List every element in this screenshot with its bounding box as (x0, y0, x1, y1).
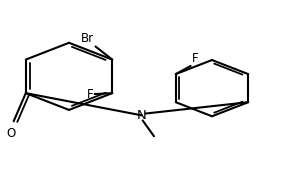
Text: F: F (192, 52, 199, 65)
Text: Br: Br (81, 32, 94, 45)
Text: F: F (87, 88, 93, 101)
Text: N: N (137, 109, 147, 122)
Text: O: O (6, 127, 15, 140)
